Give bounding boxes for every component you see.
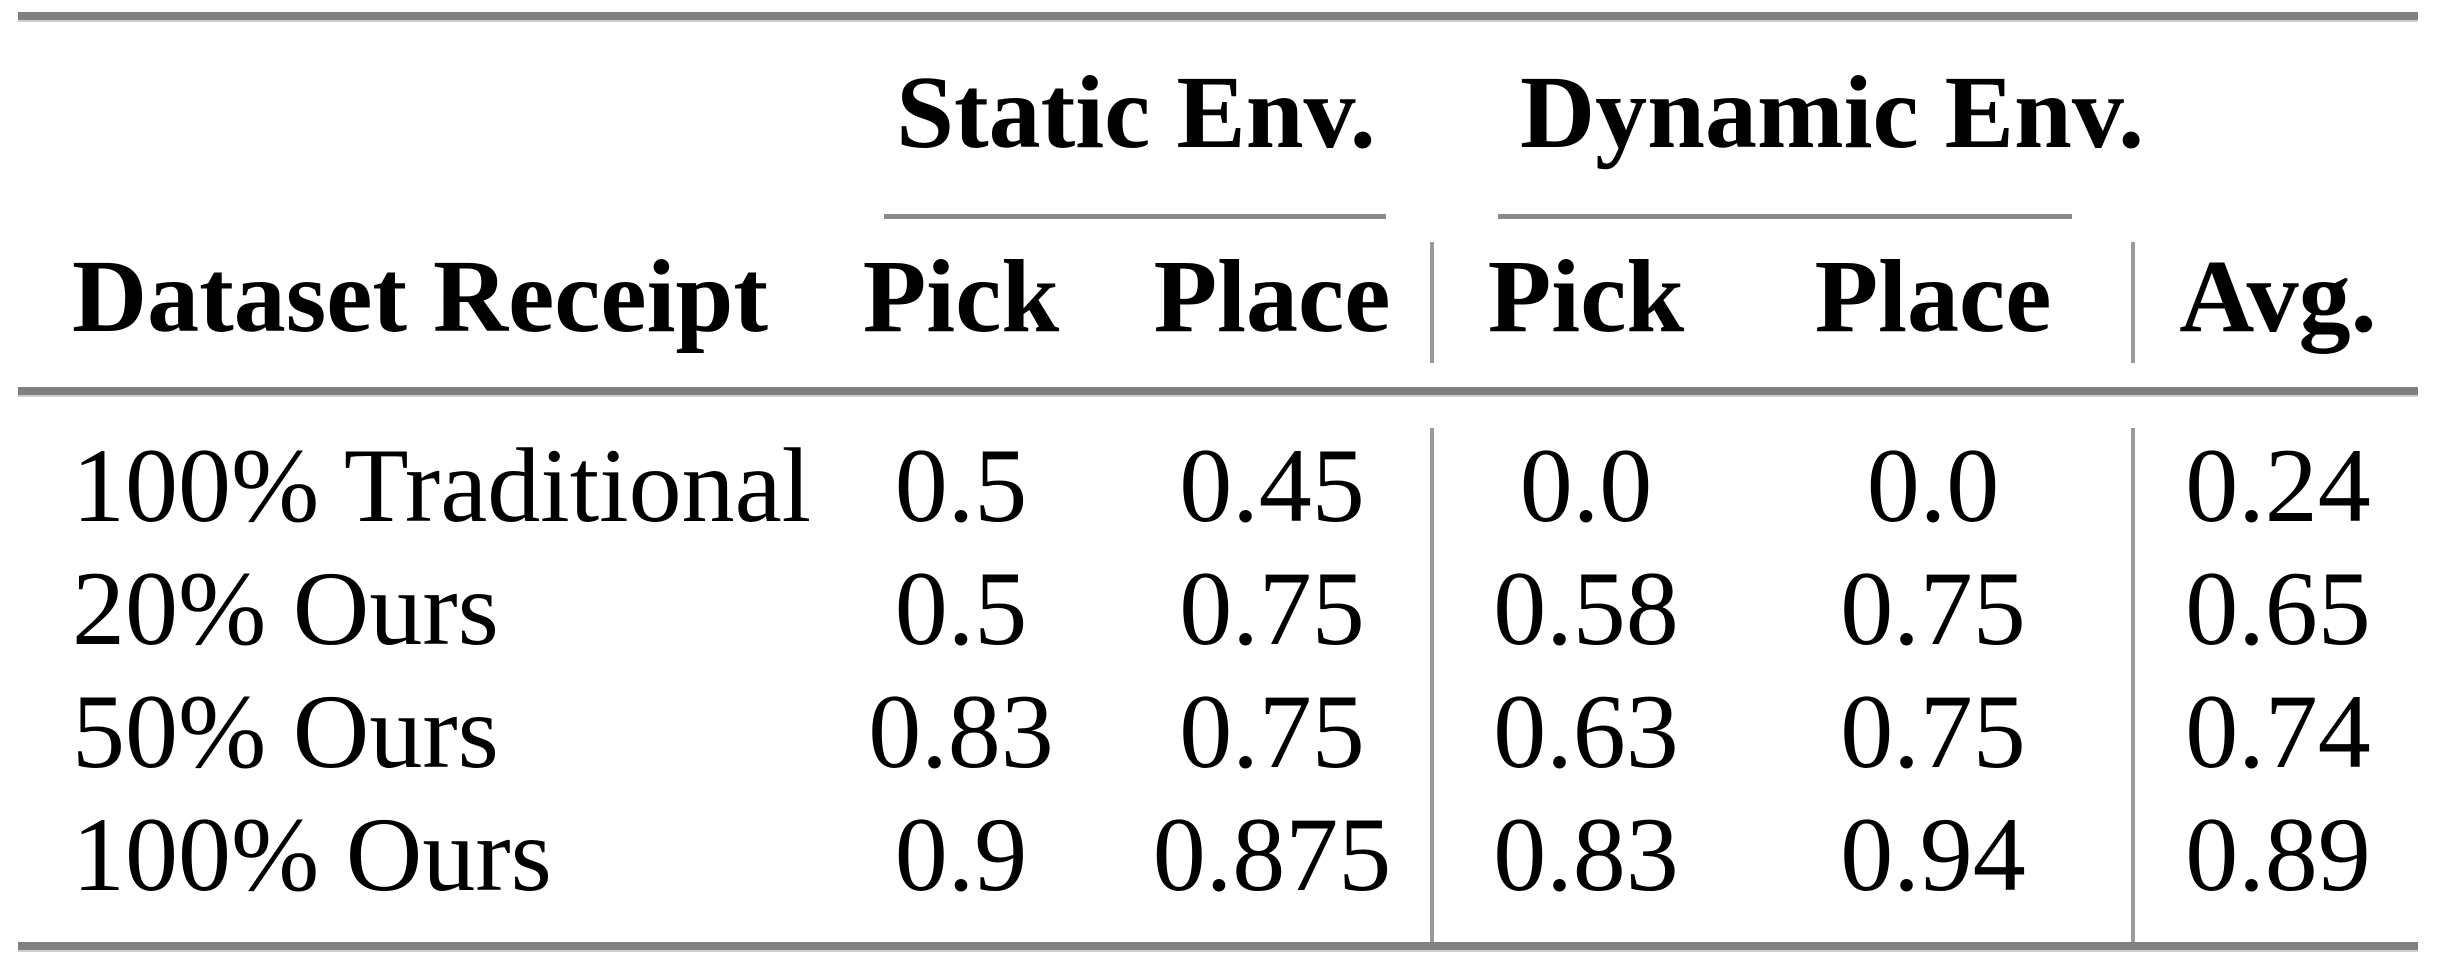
col-header-dynamic-pick: Pick (1487, 239, 1685, 354)
cell-static-pick: 0.5 (894, 427, 1028, 544)
cmidrule-dynamic-env (1498, 214, 2072, 219)
col-header-static-place: Place (1153, 239, 1391, 354)
cell-dataset: 100% Traditional (72, 427, 812, 544)
cell-dynamic-pick: 0.63 (1493, 673, 1679, 790)
cell-dataset: 50% Ours (72, 673, 499, 790)
cmidrule-static-env (884, 214, 1386, 219)
cell-dynamic-place: 0.75 (1840, 673, 2026, 790)
cell-dynamic-pick: 0.0 (1519, 427, 1653, 544)
cell-avg: 0.24 (2185, 427, 2371, 544)
column-header-row: Dataset Receipt Pick Place Pick Place Av… (0, 235, 2440, 358)
vertical-rule-static-dynamic-body (1430, 428, 1434, 942)
cell-avg: 0.65 (2185, 550, 2371, 667)
col-header-static-pick: Pick (862, 239, 1060, 354)
cell-static-place: 0.75 (1179, 550, 1365, 667)
table-row: 100% Ours 0.9 0.875 0.83 0.94 0.89 (0, 793, 2440, 916)
table-bottomrule (18, 942, 2418, 952)
cell-dynamic-place: 0.0 (1866, 427, 2000, 544)
table-midrule (18, 387, 2418, 397)
cell-dynamic-pick: 0.83 (1493, 796, 1679, 913)
vertical-rule-dynamic-avg-body (2131, 428, 2135, 942)
cell-avg: 0.74 (2185, 673, 2371, 790)
group-header-static-env: Static Env. (896, 55, 1376, 170)
cell-static-pick: 0.5 (894, 550, 1028, 667)
cell-dynamic-place: 0.94 (1840, 796, 2026, 913)
table-row: 20% Ours 0.5 0.75 0.58 0.75 0.65 (0, 547, 2440, 670)
col-header-avg: Avg. (2179, 239, 2377, 354)
cell-static-place: 0.75 (1179, 673, 1365, 790)
cell-dynamic-place: 0.75 (1840, 550, 2026, 667)
group-header-dynamic-env: Dynamic Env. (1520, 55, 2145, 170)
cell-static-pick: 0.83 (868, 673, 1054, 790)
cell-static-place: 0.45 (1179, 427, 1365, 544)
cell-static-place: 0.875 (1152, 796, 1392, 913)
table-row: 50% Ours 0.83 0.75 0.63 0.75 0.74 (0, 670, 2440, 793)
cell-static-pick: 0.9 (894, 796, 1028, 913)
cell-dataset: 100% Ours (72, 796, 552, 913)
table-row: 100% Traditional 0.5 0.45 0.0 0.0 0.24 (0, 424, 2440, 547)
col-header-dataset-receipt: Dataset Receipt (72, 239, 768, 354)
table-toprule (18, 12, 2418, 22)
vertical-rule-dynamic-avg-header (2131, 242, 2135, 363)
col-header-dynamic-place: Place (1814, 239, 2052, 354)
cell-avg: 0.89 (2185, 796, 2371, 913)
cell-dynamic-pick: 0.58 (1493, 550, 1679, 667)
group-header-row: Static Env. Dynamic Env. (0, 51, 2440, 174)
cell-dataset: 20% Ours (72, 550, 499, 667)
vertical-rule-static-dynamic-header (1430, 242, 1434, 363)
